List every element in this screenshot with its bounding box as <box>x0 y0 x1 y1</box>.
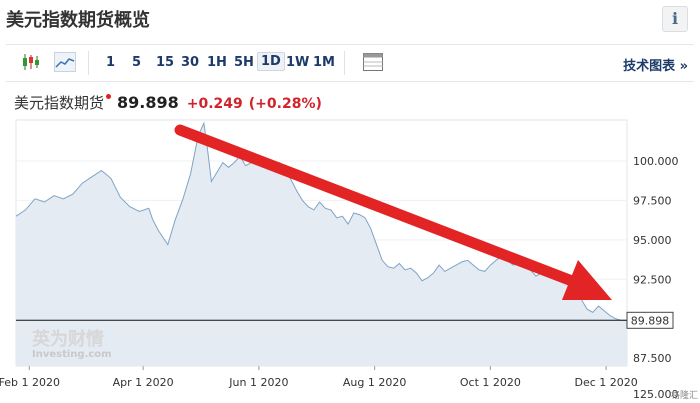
timeframe-1m[interactable]: 1M <box>313 55 335 70</box>
technical-chart-link[interactable]: 技术图表 » <box>623 59 688 74</box>
x-tick-label: Dec 1 2020 <box>574 376 637 389</box>
y-tick-label: 100.000 <box>633 155 679 168</box>
timeframe-30[interactable]: 30 <box>181 55 200 70</box>
info-icon[interactable]: i <box>662 6 688 32</box>
trend-arrow-shaft <box>174 124 578 287</box>
timeframe-5[interactable]: 5 <box>132 55 142 70</box>
title-bar: 美元指数期货概览 i <box>0 0 700 40</box>
y-tick-label: 87.500 <box>633 352 672 365</box>
timeframe-1w[interactable]: 1W <box>286 55 310 70</box>
x-tick-label: Jun 1 2020 <box>228 376 288 389</box>
y-axis: 100.000 97.500 95.000 92.500 87.500 125.000 <box>633 155 679 401</box>
price-area <box>16 123 627 366</box>
live-dot-icon <box>106 94 112 99</box>
price-line <box>15 121 627 321</box>
x-tick-label: Aug 1 2020 <box>343 376 406 389</box>
last-price: 89.898 <box>117 93 179 112</box>
x-tick-label: Feb 1 2020 <box>0 376 60 389</box>
table-icon[interactable] <box>362 52 384 72</box>
chart-toolbar: 1 5 15 30 1H 5H 1D 1W 1M 技术图表 » <box>6 44 694 82</box>
toolbar-separator <box>88 51 89 75</box>
y-tick-label: 97.500 <box>633 194 672 207</box>
y-tick-label: 125.000 <box>633 388 679 401</box>
area-chart-icon[interactable] <box>54 52 76 72</box>
timeframe-5h[interactable]: 5H <box>234 55 254 70</box>
page-title: 美元指数期货概览 <box>6 10 150 31</box>
timeframe-1[interactable]: 1 <box>106 55 116 70</box>
x-axis: Feb 1 2020 Apr 1 2020 Jun 1 2020 Aug 1 2020… <box>0 366 638 389</box>
last-price-box <box>626 311 674 329</box>
watermark-en: Investing.com <box>32 349 112 360</box>
watermark-cn: 英为财情 <box>31 328 104 350</box>
last-price-label: 89.898 <box>626 311 674 329</box>
last-price-value: 89.898 <box>631 314 670 327</box>
candlestick-icon[interactable] <box>20 52 42 72</box>
x-tick-label: Oct 1 2020 <box>460 376 521 389</box>
instrument-name: 美元指数期货 <box>14 94 105 112</box>
price-change: +0.249 <box>186 96 243 112</box>
investing-watermark: 英为财情 Investing.com <box>31 328 112 360</box>
x-tick-label: Apr 1 2020 <box>113 376 174 389</box>
quote-row: 美元指数期货 89.898 +0.249 (+0.28%) <box>14 92 322 116</box>
price-change-percent: (+0.28%) <box>248 96 322 112</box>
y-tick-label: 92.500 <box>633 273 672 286</box>
y-tick-label: 95.000 <box>633 234 672 247</box>
toolbar-separator <box>344 51 345 75</box>
timeframe-1d[interactable]: 1D <box>257 52 285 71</box>
timeframe-15[interactable]: 15 <box>156 55 175 70</box>
trend-arrow <box>174 124 612 300</box>
corner-watermark: 格隆汇 <box>670 391 698 401</box>
timeframe-1h[interactable]: 1H <box>207 55 227 70</box>
trend-arrow-head <box>562 260 612 300</box>
